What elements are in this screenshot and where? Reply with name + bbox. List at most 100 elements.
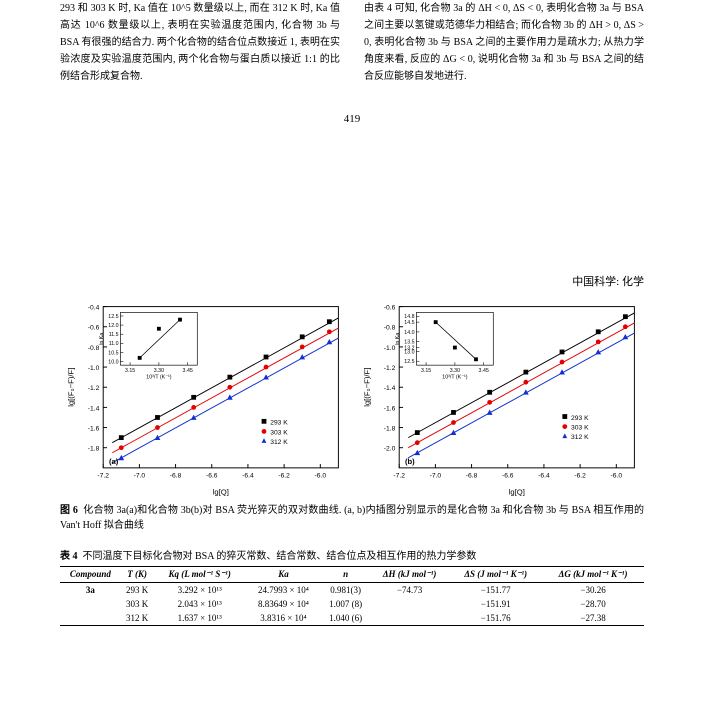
- svg-text:(b): (b): [405, 457, 415, 466]
- table-cell: 303 K: [121, 597, 154, 611]
- table-row: 303 K2.043 × 10¹³8.83649 × 10⁴1.007 (8) −…: [60, 597, 644, 611]
- table-cell: 1.040 (6): [321, 611, 370, 626]
- svg-text:3.45: 3.45: [183, 368, 193, 374]
- table-cell: [60, 611, 121, 626]
- svg-text:(a): (a): [109, 457, 119, 466]
- table-4: 表 4 不同温度下目标化合物对 BSA 的猝灭常数、结合常数、结合位点及相互作用…: [0, 547, 704, 626]
- table-col-header: ΔG (kJ mol⁻¹ K⁻¹): [542, 566, 644, 582]
- svg-text:-1.4: -1.4: [88, 405, 100, 412]
- svg-text:312 K: 312 K: [270, 439, 288, 446]
- svg-text:ln Ka: ln Ka: [395, 333, 401, 345]
- table-cell: 1.007 (8): [321, 597, 370, 611]
- svg-text:-1.4: -1.4: [384, 385, 396, 392]
- svg-text:12.5: 12.5: [404, 359, 414, 365]
- table-row: 312 K1.637 × 10¹³3.8316 × 10⁴1.040 (6) −1…: [60, 611, 644, 626]
- svg-text:-1.6: -1.6: [88, 425, 100, 432]
- left-column: 293 和 303 K 时, Ka 值在 10^5 数量级以上, 而在 312 …: [60, 0, 340, 85]
- right-col-text: 由表 4 可知, 化合物 3a 的 ΔH < 0, ΔS < 0, 表明化合物 …: [364, 3, 644, 82]
- table-cell: 3.8316 × 10⁴: [246, 611, 321, 626]
- table-4-title: 表 4 不同温度下目标化合物对 BSA 的猝灭常数、结合常数、结合位点及相互作用…: [60, 547, 644, 562]
- svg-text:10³/T (K⁻¹): 10³/T (K⁻¹): [442, 375, 467, 381]
- figure-6: -7.2-7.0-6.8-6.6-6.4-6.2-6.0-1.8-1.6-1.4…: [0, 297, 704, 533]
- svg-text:12.0: 12.0: [108, 323, 118, 329]
- svg-text:-6.8: -6.8: [466, 472, 478, 479]
- svg-text:3.30: 3.30: [154, 368, 164, 374]
- table-cell: 312 K: [121, 611, 154, 626]
- table-cell: 0.981(3): [321, 582, 370, 597]
- svg-text:-0.8: -0.8: [88, 345, 100, 352]
- table4-title-text: 不同温度下目标化合物对 BSA 的猝灭常数、结合常数、结合位点及相互作用的热力学…: [83, 551, 477, 562]
- svg-text:-7.2: -7.2: [97, 472, 109, 479]
- svg-text:10.0: 10.0: [108, 359, 118, 365]
- table-cell: 3.292 × 10¹³: [154, 582, 246, 597]
- table-cell: −74.73: [370, 582, 449, 597]
- svg-text:10.5: 10.5: [108, 350, 118, 356]
- svg-text:-1.2: -1.2: [88, 385, 100, 392]
- svg-text:10³/T (K⁻¹): 10³/T (K⁻¹): [146, 375, 171, 381]
- svg-text:-1.8: -1.8: [384, 425, 396, 432]
- svg-text:-6.4: -6.4: [242, 472, 254, 479]
- svg-text:-6.6: -6.6: [206, 472, 218, 479]
- svg-text:lg[Q]: lg[Q]: [509, 488, 525, 497]
- table-row: 3a293 K3.292 × 10¹³24.7993 × 10⁴0.981(3)…: [60, 582, 644, 597]
- table-cell: −151.77: [449, 582, 542, 597]
- svg-text:lg[(F₀−F)/F]: lg[(F₀−F)/F]: [362, 368, 371, 407]
- table-cell: −30.26: [542, 582, 644, 597]
- table-cell: 293 K: [121, 582, 154, 597]
- fig6-caption-prefix: 图 6: [60, 505, 78, 516]
- svg-text:-1.0: -1.0: [384, 345, 396, 352]
- svg-text:3.15: 3.15: [125, 368, 135, 374]
- svg-text:3.45: 3.45: [479, 368, 489, 374]
- table-col-header: ΔH (kJ mol⁻¹): [370, 566, 449, 582]
- svg-text:293 K: 293 K: [270, 420, 288, 427]
- svg-text:14.0: 14.0: [404, 330, 414, 336]
- table-cell: 1.637 × 10¹³: [154, 611, 246, 626]
- running-head: 中国科学: 化学: [0, 273, 704, 289]
- page-number: 419: [0, 113, 704, 125]
- svg-text:-0.8: -0.8: [384, 325, 396, 332]
- table-cell: −28.70: [542, 597, 644, 611]
- svg-text:3.15: 3.15: [421, 368, 431, 374]
- left-col-text: 293 和 303 K 时, Ka 值在 10^5 数量级以上, 而在 312 …: [60, 3, 340, 82]
- table-col-header: T (K): [121, 566, 154, 582]
- table-cell: [370, 611, 449, 626]
- svg-text:-0.6: -0.6: [384, 304, 396, 311]
- fig6-caption-text: 化合物 3a(a)和化合物 3b(b)对 BSA 荧光猝灭的双对数曲线. (a,…: [60, 505, 644, 531]
- svg-text:-0.6: -0.6: [88, 325, 100, 332]
- svg-text:-7.0: -7.0: [134, 472, 146, 479]
- table-cell: 8.83649 × 10⁴: [246, 597, 321, 611]
- table-col-header: Compound: [60, 566, 121, 582]
- svg-text:303 K: 303 K: [571, 424, 589, 431]
- table-header-row: CompoundT (K)Kq (L mol⁻¹ S⁻¹)KanΔH (kJ m…: [60, 566, 644, 582]
- table-cell: −151.76: [449, 611, 542, 626]
- svg-text:-1.8: -1.8: [88, 446, 100, 453]
- table-cell: [370, 597, 449, 611]
- svg-text:-6.2: -6.2: [574, 472, 586, 479]
- svg-text:13.5: 13.5: [404, 340, 414, 346]
- svg-text:-6.2: -6.2: [278, 472, 290, 479]
- table-cell: −151.91: [449, 597, 542, 611]
- right-column: 由表 4 可知, 化合物 3a 的 ΔH < 0, ΔS < 0, 表明化合物 …: [364, 0, 644, 85]
- svg-text:ln Ka: ln Ka: [99, 333, 105, 345]
- table-cell: 2.043 × 10¹³: [154, 597, 246, 611]
- table-4-grid: CompoundT (K)Kq (L mol⁻¹ S⁻¹)KanΔH (kJ m…: [60, 566, 644, 626]
- svg-text:-6.6: -6.6: [502, 472, 514, 479]
- plot-b: -7.2-7.0-6.8-6.6-6.4-6.2-6.0-2.0-1.8-1.6…: [356, 297, 644, 499]
- svg-text:lg[(F₀−F)/F]: lg[(F₀−F)/F]: [66, 368, 75, 407]
- svg-text:11.5: 11.5: [109, 332, 119, 338]
- svg-text:-2.0: -2.0: [384, 446, 396, 453]
- table4-title-prefix: 表 4: [60, 551, 78, 562]
- table-cell: 24.7993 × 10⁴: [246, 582, 321, 597]
- svg-text:303 K: 303 K: [270, 429, 288, 436]
- svg-text:-0.4: -0.4: [88, 304, 100, 311]
- svg-text:-1.2: -1.2: [384, 365, 396, 372]
- table-col-header: Kq (L mol⁻¹ S⁻¹): [154, 566, 246, 582]
- svg-text:-1.0: -1.0: [88, 365, 100, 372]
- svg-text:293 K: 293 K: [571, 415, 589, 422]
- svg-text:-6.8: -6.8: [170, 472, 182, 479]
- table-cell: −27.38: [542, 611, 644, 626]
- figure-6-plots: -7.2-7.0-6.8-6.6-6.4-6.2-6.0-1.8-1.6-1.4…: [60, 297, 644, 499]
- svg-text:312 K: 312 K: [571, 434, 589, 441]
- svg-text:-1.6: -1.6: [384, 405, 396, 412]
- svg-text:-7.0: -7.0: [430, 472, 442, 479]
